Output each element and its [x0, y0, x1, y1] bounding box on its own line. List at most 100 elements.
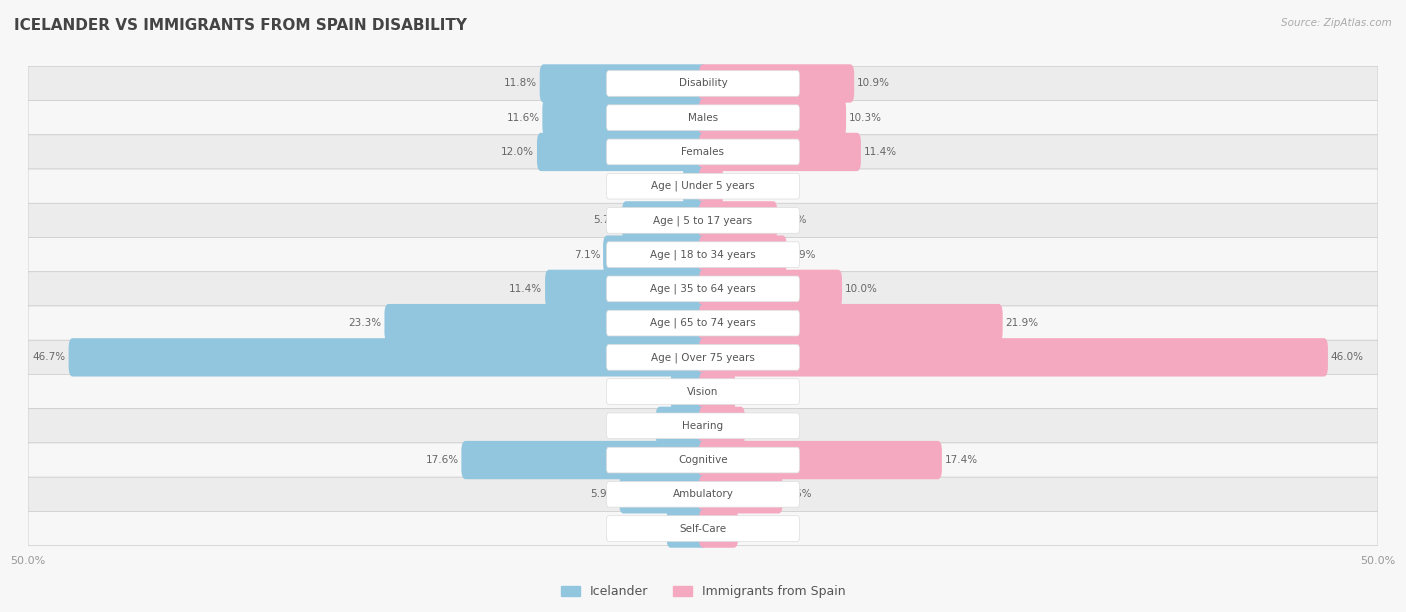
Text: 5.9%: 5.9% — [789, 250, 815, 259]
FancyBboxPatch shape — [699, 201, 778, 239]
FancyBboxPatch shape — [28, 135, 1378, 169]
FancyBboxPatch shape — [606, 482, 800, 507]
FancyBboxPatch shape — [606, 139, 800, 165]
FancyBboxPatch shape — [699, 475, 783, 513]
Text: 10.0%: 10.0% — [845, 284, 877, 294]
FancyBboxPatch shape — [603, 236, 707, 274]
FancyBboxPatch shape — [28, 272, 1378, 306]
Text: Age | 5 to 17 years: Age | 5 to 17 years — [654, 215, 752, 226]
FancyBboxPatch shape — [606, 105, 800, 130]
FancyBboxPatch shape — [28, 512, 1378, 546]
FancyBboxPatch shape — [699, 441, 942, 479]
Text: Cognitive: Cognitive — [678, 455, 728, 465]
Text: Age | 35 to 64 years: Age | 35 to 64 years — [650, 283, 756, 294]
Text: 3.2%: 3.2% — [627, 421, 652, 431]
Text: 2.8%: 2.8% — [748, 421, 775, 431]
Text: 5.2%: 5.2% — [780, 215, 807, 225]
Text: 11.4%: 11.4% — [863, 147, 897, 157]
Text: Vision: Vision — [688, 387, 718, 397]
FancyBboxPatch shape — [28, 409, 1378, 443]
Text: Source: ZipAtlas.com: Source: ZipAtlas.com — [1281, 18, 1392, 28]
FancyBboxPatch shape — [28, 66, 1378, 100]
FancyBboxPatch shape — [537, 133, 707, 171]
FancyBboxPatch shape — [699, 406, 745, 445]
FancyBboxPatch shape — [28, 203, 1378, 237]
Text: Age | Over 75 years: Age | Over 75 years — [651, 352, 755, 362]
FancyBboxPatch shape — [28, 237, 1378, 272]
Text: 2.3%: 2.3% — [741, 523, 768, 534]
Text: 46.7%: 46.7% — [32, 353, 66, 362]
FancyBboxPatch shape — [606, 70, 800, 96]
Text: Age | 65 to 74 years: Age | 65 to 74 years — [650, 318, 756, 329]
Text: 23.3%: 23.3% — [349, 318, 382, 328]
Text: Disability: Disability — [679, 78, 727, 89]
Text: 10.9%: 10.9% — [856, 78, 890, 89]
FancyBboxPatch shape — [28, 375, 1378, 409]
Text: 7.1%: 7.1% — [574, 250, 600, 259]
FancyBboxPatch shape — [671, 373, 707, 411]
FancyBboxPatch shape — [606, 379, 800, 405]
FancyBboxPatch shape — [699, 133, 860, 171]
FancyBboxPatch shape — [69, 338, 707, 376]
Legend: Icelander, Immigrants from Spain: Icelander, Immigrants from Spain — [555, 580, 851, 603]
Text: 11.8%: 11.8% — [503, 78, 537, 89]
FancyBboxPatch shape — [540, 64, 707, 103]
FancyBboxPatch shape — [606, 310, 800, 336]
Text: 1.2%: 1.2% — [654, 181, 681, 191]
Text: Age | 18 to 34 years: Age | 18 to 34 years — [650, 250, 756, 260]
FancyBboxPatch shape — [28, 306, 1378, 340]
FancyBboxPatch shape — [699, 373, 735, 411]
Text: 5.6%: 5.6% — [786, 490, 811, 499]
Text: Hearing: Hearing — [682, 421, 724, 431]
FancyBboxPatch shape — [28, 169, 1378, 203]
Text: 2.4%: 2.4% — [637, 523, 664, 534]
Text: 5.9%: 5.9% — [591, 490, 617, 499]
FancyBboxPatch shape — [606, 447, 800, 473]
Text: 2.1%: 2.1% — [641, 387, 668, 397]
FancyBboxPatch shape — [461, 441, 707, 479]
FancyBboxPatch shape — [699, 236, 787, 274]
FancyBboxPatch shape — [28, 340, 1378, 375]
Text: Females: Females — [682, 147, 724, 157]
Text: Males: Males — [688, 113, 718, 122]
FancyBboxPatch shape — [546, 270, 707, 308]
FancyBboxPatch shape — [28, 443, 1378, 477]
Text: ICELANDER VS IMMIGRANTS FROM SPAIN DISABILITY: ICELANDER VS IMMIGRANTS FROM SPAIN DISAB… — [14, 18, 467, 34]
Text: 11.6%: 11.6% — [506, 113, 540, 122]
FancyBboxPatch shape — [699, 99, 846, 137]
FancyBboxPatch shape — [699, 64, 855, 103]
Text: 1.2%: 1.2% — [725, 181, 752, 191]
FancyBboxPatch shape — [543, 99, 707, 137]
FancyBboxPatch shape — [699, 304, 1002, 342]
Text: 10.3%: 10.3% — [849, 113, 882, 122]
FancyBboxPatch shape — [606, 207, 800, 233]
FancyBboxPatch shape — [606, 242, 800, 267]
Text: Self-Care: Self-Care — [679, 523, 727, 534]
FancyBboxPatch shape — [606, 173, 800, 199]
FancyBboxPatch shape — [699, 509, 738, 548]
Text: 21.9%: 21.9% — [1005, 318, 1039, 328]
Text: Age | Under 5 years: Age | Under 5 years — [651, 181, 755, 192]
FancyBboxPatch shape — [655, 406, 707, 445]
Text: 17.6%: 17.6% — [426, 455, 458, 465]
FancyBboxPatch shape — [606, 345, 800, 370]
FancyBboxPatch shape — [384, 304, 707, 342]
FancyBboxPatch shape — [621, 201, 707, 239]
Text: 17.4%: 17.4% — [945, 455, 977, 465]
Text: 12.0%: 12.0% — [502, 147, 534, 157]
Text: Ambulatory: Ambulatory — [672, 490, 734, 499]
FancyBboxPatch shape — [619, 475, 707, 513]
Text: 5.7%: 5.7% — [593, 215, 619, 225]
FancyBboxPatch shape — [699, 338, 1327, 376]
Text: 2.1%: 2.1% — [738, 387, 765, 397]
Text: 11.4%: 11.4% — [509, 284, 543, 294]
FancyBboxPatch shape — [699, 270, 842, 308]
FancyBboxPatch shape — [28, 477, 1378, 512]
FancyBboxPatch shape — [666, 509, 707, 548]
FancyBboxPatch shape — [606, 413, 800, 439]
FancyBboxPatch shape — [606, 516, 800, 542]
Text: 46.0%: 46.0% — [1330, 353, 1364, 362]
FancyBboxPatch shape — [606, 276, 800, 302]
FancyBboxPatch shape — [683, 167, 707, 206]
FancyBboxPatch shape — [699, 167, 723, 206]
